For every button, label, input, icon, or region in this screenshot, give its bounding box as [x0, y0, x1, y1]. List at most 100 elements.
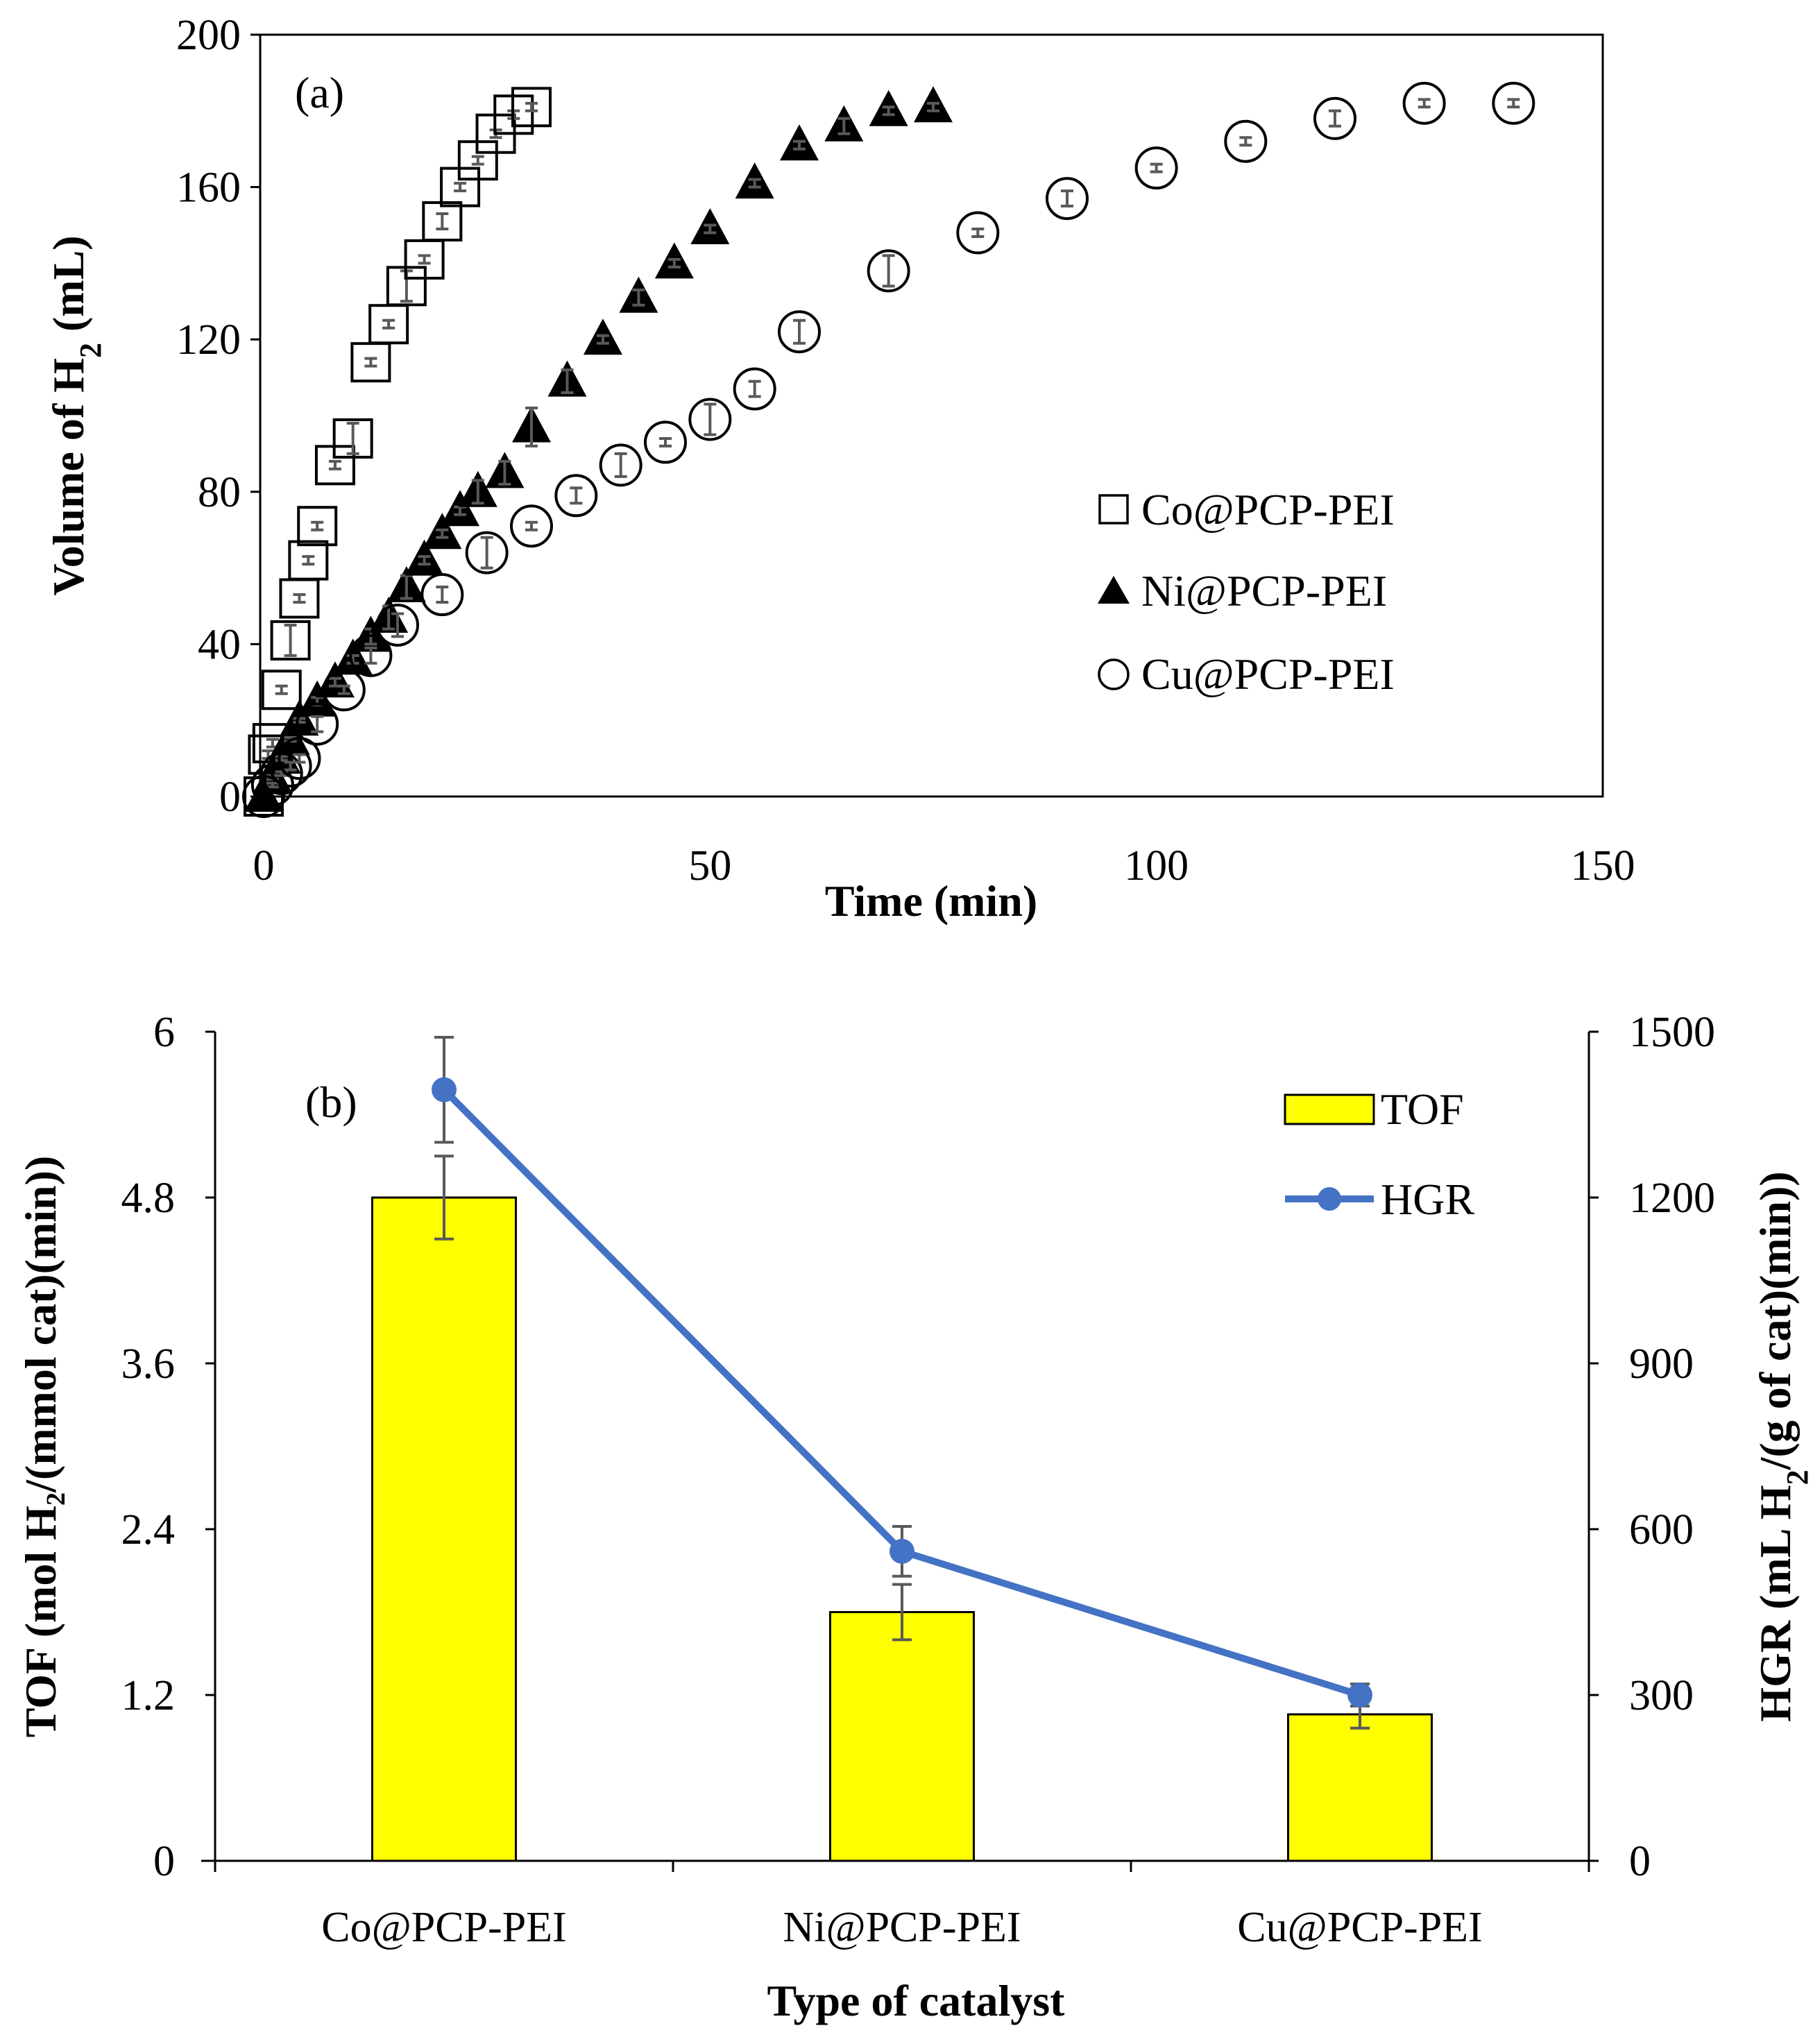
panel-b-right-tick-label: 900	[1629, 1340, 1694, 1388]
cu-data-point	[242, 775, 285, 818]
error-bar	[498, 459, 511, 486]
cu-data-point	[1134, 146, 1178, 190]
cu-data-point	[599, 443, 642, 487]
error-bar	[418, 555, 431, 566]
panel-b-right-y-axis-title-tail: /(g of cat)(min))	[1751, 1171, 1800, 1470]
error-bar	[882, 105, 895, 117]
cu-data-point	[278, 737, 321, 781]
cu-data-point	[778, 310, 821, 354]
error-bar	[391, 612, 404, 638]
cu-data-point	[269, 744, 312, 788]
panel-a-x-tick-label: 0	[253, 842, 275, 889]
panel-b-left-tick-label: 3.6	[121, 1340, 176, 1388]
error-bar	[311, 520, 324, 531]
error-bar	[704, 402, 717, 436]
cu-data-point	[554, 474, 598, 518]
panel-b-left-y-ticks: 0 1.2 2.4 3.6 4.8 6	[121, 1009, 215, 1885]
error-bar	[704, 223, 717, 235]
tof-error-bar	[434, 1155, 454, 1241]
panel-a-y-axis-title-tail: (mL)	[44, 235, 93, 343]
co-data-point	[332, 418, 373, 459]
cu-data-point	[259, 752, 303, 796]
error-bar	[793, 139, 806, 151]
panel-a-series-1	[244, 87, 552, 817]
legend-marker-ni-triangle	[1098, 576, 1130, 604]
error-bar	[364, 646, 377, 665]
panel-a-plot-frame	[259, 33, 1604, 798]
cu-data-point	[296, 702, 339, 746]
error-bar	[748, 380, 761, 398]
error-bar	[1061, 189, 1073, 208]
panel-a-y-tick-label: 40	[198, 621, 241, 668]
cu-data-point	[688, 398, 732, 441]
co-data-point	[288, 540, 329, 581]
panel-b-left-tick-label: 6	[153, 1009, 175, 1056]
error-bar	[337, 684, 350, 695]
legend-label-ni: Ni@PCP-PEI	[1141, 566, 1387, 615]
cu-data-point	[465, 531, 509, 574]
panel-a-series-3	[242, 81, 1535, 818]
error-bar	[659, 436, 672, 448]
cu-data-point	[733, 367, 776, 411]
error-bar	[480, 536, 493, 570]
error-bar	[570, 486, 583, 505]
panel-b-right-tick-label: 1200	[1629, 1175, 1715, 1222]
error-bar	[1329, 109, 1341, 128]
error-bar	[266, 781, 279, 789]
panel-b-category-ticks: Co@PCP-PEI Ni@PCP-PEI Cu@PCP-PEI	[214, 1861, 1590, 1951]
panel-b-chart: (b) 0 1.2 2.4 3.6 4.8 6 0 300 600 900 1200 1500 Co…	[16, 1009, 1813, 2025]
cu-data-point	[420, 573, 464, 617]
error-bar	[382, 318, 395, 330]
panel-a-x-tick-label: 100	[1124, 842, 1189, 889]
panel-b-right-tick-label: 600	[1629, 1506, 1694, 1553]
panel-a-x-axis-title: Time (min)	[825, 876, 1037, 926]
panel-b-right-tick-label: 0	[1629, 1838, 1651, 1885]
cu-data-point	[644, 420, 687, 464]
panel-b-right-y-ticks: 0 300 600 900 1200 1500	[1589, 1009, 1715, 1885]
error-bar	[275, 755, 288, 762]
error-bar	[927, 101, 939, 112]
error-bar	[614, 452, 627, 478]
cu-data-point	[1046, 177, 1089, 221]
cu-data-point	[349, 633, 393, 677]
error-bar	[293, 717, 306, 724]
hgr-data-point	[1347, 1683, 1372, 1707]
error-bar	[471, 155, 484, 166]
error-bar	[1507, 98, 1520, 109]
error-bar	[882, 254, 895, 288]
hgr-data-point	[432, 1077, 457, 1102]
legend-marker-co-square	[1098, 494, 1129, 525]
error-bar	[748, 178, 761, 189]
panel-a-x-tick-label: 150	[1571, 842, 1635, 889]
error-bar	[667, 257, 681, 269]
error-bar	[302, 555, 315, 566]
legend-label-co: Co@PCP-PEI	[1141, 485, 1395, 534]
cu-data-point	[956, 211, 1000, 255]
cu-data-point	[1492, 81, 1535, 125]
panel-a-y-tick-label: 200	[176, 12, 241, 59]
legend-marker-cu-circle	[1098, 658, 1130, 690]
error-bar	[471, 479, 484, 505]
panel-b-category-label: Ni@PCP-PEI	[783, 1904, 1021, 1951]
panel-b-legend: TOF HGR	[1284, 1084, 1474, 1224]
tof-bar	[829, 1611, 975, 1862]
panel-b-left-tick-label: 4.8	[121, 1175, 176, 1222]
legend-swatch-tof	[1284, 1093, 1375, 1125]
panel-b-left-tick-label: 2.4	[121, 1506, 176, 1553]
cu-data-point	[867, 249, 910, 293]
panel-b-right-tick-label: 300	[1629, 1672, 1694, 1719]
tof-bar	[371, 1196, 517, 1862]
panel-b-category-label: Co@PCP-PEI	[321, 1904, 566, 1951]
panel-a-x-ticks: 0 50 100 150	[253, 842, 1635, 889]
error-bar	[561, 368, 574, 395]
panel-a-y-axis-title: Volume of H2 (mL)	[44, 235, 108, 595]
legend-label-cu: Cu@PCP-PEI	[1141, 649, 1395, 699]
error-bar	[418, 254, 431, 265]
error-bar	[284, 623, 297, 657]
co-data-point	[511, 87, 552, 128]
panel-a-series	[242, 81, 1535, 818]
panel-a-y-ticks: 0 40 80 120 160 200	[176, 12, 260, 821]
error-bar	[525, 101, 538, 112]
